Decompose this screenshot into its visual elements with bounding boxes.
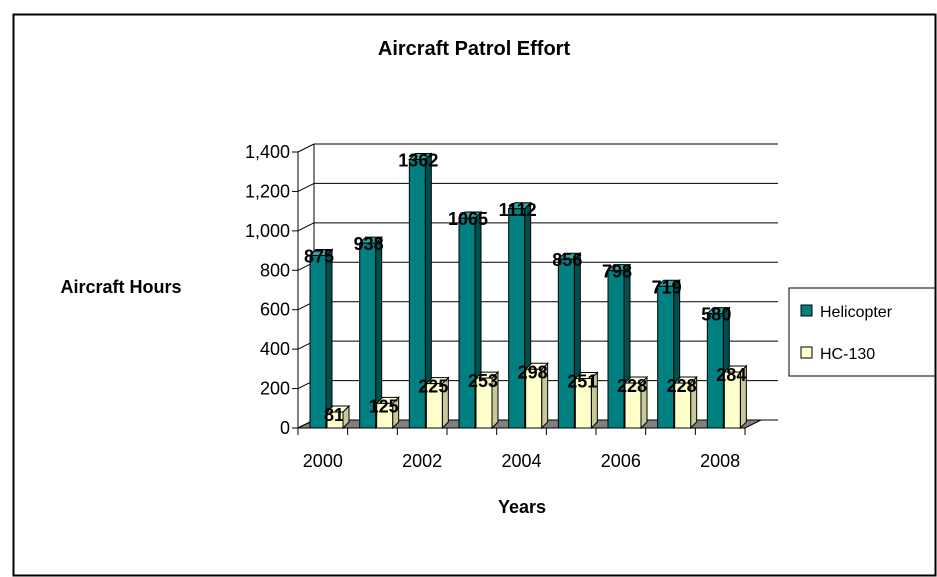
y-tick-label: 800 — [260, 260, 290, 280]
chart-title: Aircraft Patrol Effort — [378, 38, 571, 60]
data-label-helicopter: 875 — [304, 247, 334, 267]
legend: Helicopter HC-130 — [788, 287, 936, 377]
data-label-hc-130: 298 — [518, 362, 548, 382]
bars — [308, 152, 748, 430]
bar-hc-130 — [673, 375, 698, 430]
data-label-hc-130: 81 — [324, 405, 344, 425]
x-tick-label: 2000 — [303, 451, 343, 471]
y-tick-label: 600 — [260, 300, 290, 320]
data-label-hc-130: 251 — [567, 372, 597, 392]
bar-hc-130 — [425, 376, 450, 430]
data-label-helicopter: 798 — [602, 262, 632, 282]
bar-hc-130 — [325, 404, 351, 430]
legend-swatch-hc-130 — [800, 346, 813, 359]
gridline-side — [297, 222, 315, 232]
bar-front — [574, 378, 592, 429]
bar-front — [557, 258, 575, 429]
legend-label-hc-130: HC-130 — [820, 346, 875, 363]
legend-box — [788, 287, 936, 377]
y-tick-label: 200 — [260, 379, 290, 399]
data-label-hc-130: 253 — [468, 371, 498, 391]
bar-front — [376, 402, 394, 429]
bar-hc-130 — [574, 371, 599, 430]
data-label-helicopter: 580 — [701, 305, 731, 325]
bar-front — [657, 285, 675, 429]
data-labels: 875 81 938 125 1362 225 1065 253 1112 298 856 251 79… — [304, 150, 746, 425]
bar-front — [607, 270, 625, 429]
axes: 0 200 400 600 800 1,000 1,200 1,400 2000 2002 2004… — [245, 142, 746, 471]
bar-front — [525, 368, 543, 429]
bar-front — [309, 255, 327, 429]
data-label-hc-130: 225 — [418, 377, 448, 397]
legend-swatch-helicopter — [800, 304, 813, 317]
data-label-helicopter: 1112 — [499, 200, 537, 220]
bar-hc-130 — [474, 370, 500, 430]
data-label-hc-130: 228 — [617, 376, 647, 396]
data-label-helicopter: 856 — [552, 250, 582, 270]
bar-helicopter — [308, 248, 334, 430]
bar-front — [425, 383, 443, 429]
bar-front — [706, 313, 724, 429]
gridline-side — [297, 182, 315, 192]
data-label-hc-130: 228 — [667, 376, 697, 396]
bar-front — [674, 382, 692, 429]
bar-front — [359, 242, 377, 429]
y-tick-label: 1,200 — [245, 181, 290, 201]
bar-helicopter — [408, 152, 433, 430]
y-axis-title: Aircraft Hours — [60, 277, 181, 297]
bar-hc-130 — [524, 362, 549, 430]
bar-helicopter — [358, 235, 383, 430]
y-tick-label: 1,400 — [245, 142, 290, 162]
bar-hc-130 — [375, 396, 400, 430]
x-tick-label: 2008 — [700, 451, 740, 471]
bar-front — [624, 382, 642, 429]
gridline-side — [297, 143, 315, 153]
bar-front — [723, 371, 741, 429]
bar-front — [475, 377, 493, 429]
bar-front — [408, 158, 426, 429]
x-tick-label: 2006 — [601, 451, 641, 471]
data-label-helicopter: 1362 — [398, 150, 438, 170]
bar-front — [508, 208, 526, 429]
legend-label-helicopter: Helicopter — [820, 304, 893, 321]
y-tick-label: 400 — [260, 339, 290, 359]
y-tick-label: 1,000 — [245, 221, 290, 241]
x-tick-label: 2004 — [501, 451, 541, 471]
data-label-helicopter: 1065 — [448, 209, 488, 229]
data-label-hc-130: 125 — [369, 396, 399, 416]
bar-side — [325, 248, 333, 430]
x-tick-label: 2002 — [402, 451, 442, 471]
bar-front — [458, 217, 476, 429]
data-label-hc-130: 284 — [716, 365, 746, 385]
data-label-helicopter: 719 — [652, 277, 682, 297]
bar-hc-130 — [723, 364, 748, 430]
data-label-helicopter: 938 — [354, 234, 384, 254]
bar-front — [326, 411, 344, 429]
x-axis-title: Years — [498, 497, 546, 517]
bar-hc-130 — [623, 375, 649, 430]
y-tick-label: 0 — [280, 418, 290, 438]
